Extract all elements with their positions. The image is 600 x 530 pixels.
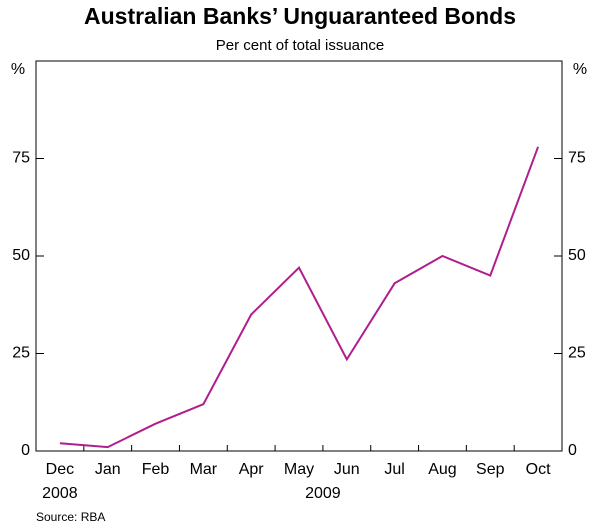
y-unit-left: %	[11, 61, 25, 78]
x-tick-label: Dec	[46, 461, 74, 478]
year-label: 2009	[305, 485, 341, 502]
y-tick-label: 75	[12, 150, 30, 167]
y-tick-label: 25	[12, 345, 30, 362]
x-tick-label: Mar	[190, 461, 218, 478]
plot-frame	[35, 60, 563, 452]
y-tick-label-right: 0	[568, 442, 577, 459]
y-tick-label: 0	[21, 442, 30, 459]
x-tick-label: Jul	[384, 461, 404, 478]
x-tick-label: Jan	[95, 461, 121, 478]
x-tick-label: Aug	[428, 461, 456, 478]
chart-subtitle: Per cent of total issuance	[216, 37, 384, 54]
x-tick-label: Feb	[142, 461, 170, 478]
y-tick-label: 50	[12, 247, 30, 264]
y-tick-label-right: 75	[568, 150, 586, 167]
x-tick-label: Sep	[476, 461, 505, 478]
y-tick-label-right: 50	[568, 247, 586, 264]
x-tick-label: Apr	[239, 461, 265, 478]
year-label: 2008	[42, 485, 78, 502]
y-unit-right: %	[573, 61, 587, 78]
source-note: Source: RBA	[36, 510, 105, 524]
x-tick-label: Oct	[526, 461, 551, 478]
chart-title: Australian Banks’ Unguaranteed Bonds	[84, 3, 516, 29]
y-tick-label-right: 25	[568, 345, 586, 362]
x-tick-label: Jun	[334, 461, 360, 478]
data-line	[59, 146, 540, 449]
x-tick-label: May	[284, 461, 314, 478]
